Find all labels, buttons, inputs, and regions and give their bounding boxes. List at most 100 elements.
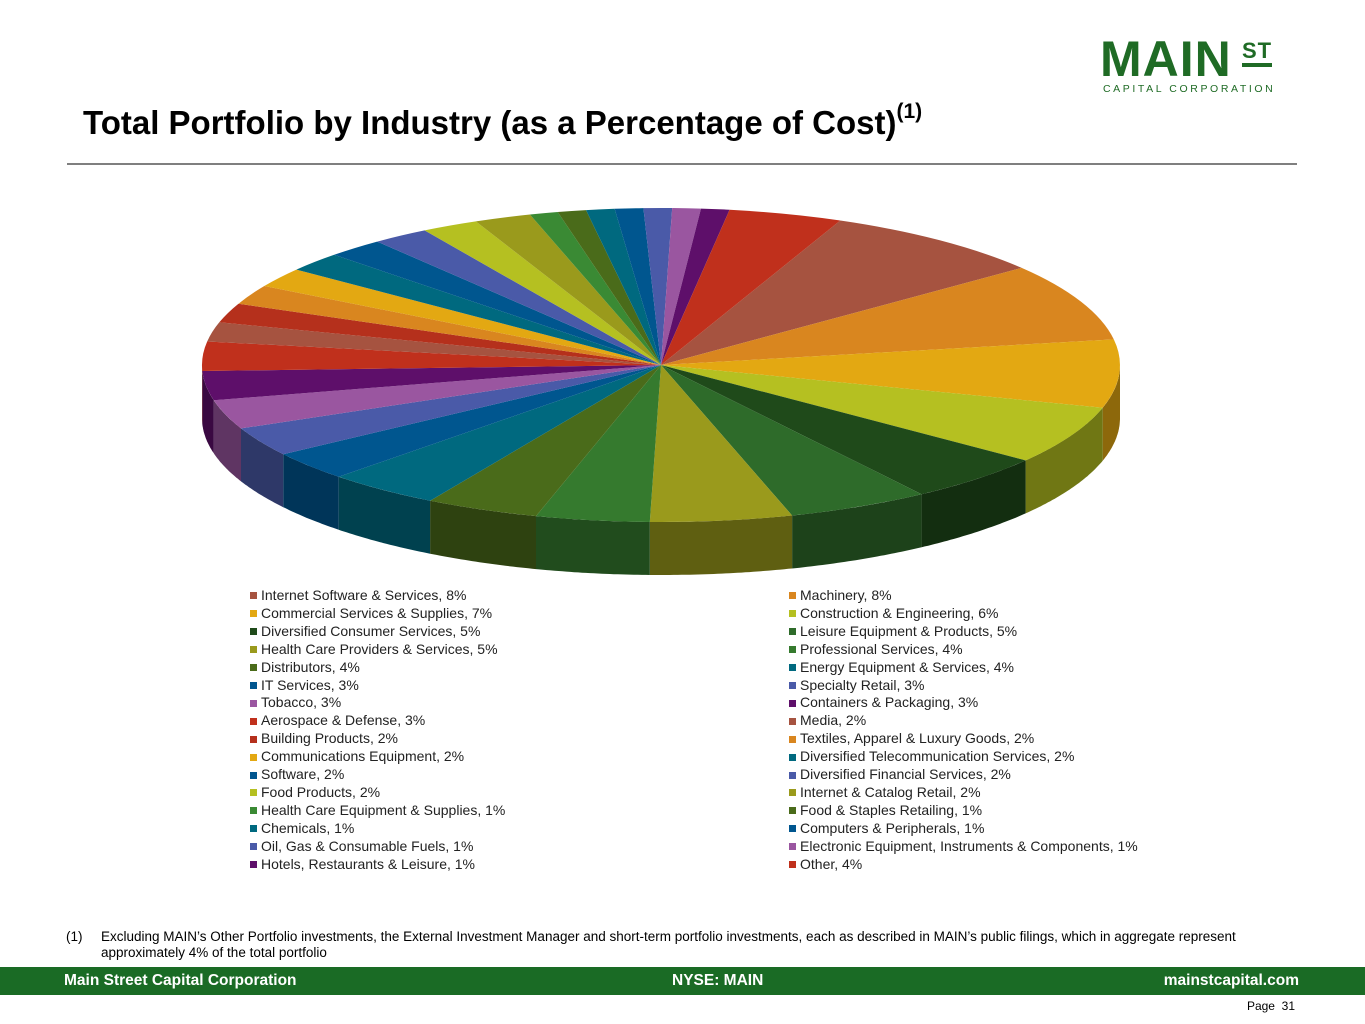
pie-slice [219,303,662,365]
legend-label: Leisure Equipment & Products, 5% [800,622,1018,639]
legend-item: Food & Staples Retailing, 1% [789,802,1138,820]
pie-slice [557,210,661,365]
legend-item: Tobacco, 3% [250,694,505,712]
legend-label: Tobacco, 3% [261,694,342,711]
footer-company: Main Street Capital Corporation [64,972,297,989]
pie-slice-side [430,500,536,570]
legend-label: Communications Equipment, 2% [261,748,465,765]
legend-swatch [250,843,257,851]
pie-slice [661,339,1120,408]
legend-swatch [789,753,796,761]
legend-label: Hotels, Restaurants & Leisure, 1% [261,855,475,872]
legend-swatch [789,699,796,707]
legend-label: Health Care Equipment & Supplies, 1% [261,801,506,818]
legend-item: Professional Services, 4% [789,641,1138,659]
legend-item: Oil, Gas & Consumable Fuels, 1% [250,838,505,856]
pie-slice [536,365,661,522]
legend-swatch [789,610,796,618]
legend-label: Chemicals, 1% [261,819,355,836]
legend-label: Food & Staples Retailing, 1% [800,801,983,818]
legend-item: Health Care Providers & Services, 5% [250,641,505,659]
legend-swatch [250,753,257,761]
legend-item: IT Services, 3% [250,677,505,695]
legend-label: Construction & Engineering, 6% [800,604,999,621]
pie-slice-side [1025,407,1103,514]
legend-label: Computers & Peripherals, 1% [800,819,985,836]
pie-slice [201,341,661,371]
legend-item: Distributors, 4% [250,659,505,677]
footer-ticker: NYSE: MAIN [672,972,764,989]
pie-slice [529,212,661,365]
legend-item: Media, 2% [789,712,1138,730]
legend-swatch [250,592,257,600]
legend-label: Professional Services, 4% [800,640,963,657]
legend-swatch [789,861,796,869]
pie-slice-side [283,454,339,530]
legend-item: Internet Software & Services, 8% [250,587,505,605]
legend-item: Energy Equipment & Services, 4% [789,659,1138,677]
page-number: Page 31 [1247,999,1295,1013]
legend-item: Specialty Retail, 3% [789,677,1138,695]
legend-item: Software, 2% [250,766,505,784]
legend-label: Electronic Equipment, Instruments & Comp… [800,837,1138,854]
pie-slice [661,208,730,365]
pie-slice-side [1102,365,1120,461]
legend-swatch [250,681,257,689]
legend-swatch [789,789,796,797]
legend-swatch [789,735,796,743]
page-number-value: 31 [1281,999,1295,1013]
legend-item: Diversified Consumer Services, 5% [250,623,505,641]
legend-swatch [789,807,796,815]
pie-slice-side [213,400,241,482]
legend-label: Aerospace & Defense, 3% [261,712,426,729]
legend-label: Diversified Telecommunication Services, … [800,748,1075,765]
legend-label: Food Products, 2% [261,783,381,800]
legend-swatch [250,717,257,725]
legend-item: Computers & Peripherals, 1% [789,820,1138,838]
company-logo: MAIN ST CAPITAL CORPORATION [1100,31,1280,95]
pie-slice-side [202,371,214,454]
footnote: (1) Excluding MAIN’s Other Portfolio inv… [66,929,1266,961]
pie-slice [614,208,661,365]
legend-swatch [789,681,796,689]
legend-item: Electronic Equipment, Instruments & Comp… [789,838,1138,856]
legend-swatch [250,825,257,833]
legend-item: Chemicals, 1% [250,820,505,838]
legend-label: Software, 2% [261,766,345,783]
legend-swatch [789,843,796,851]
footer-website[interactable]: mainstcapital.com [1163,972,1299,989]
footnote-text: Excluding MAIN’s Other Portfolio investm… [101,929,1236,960]
pie-slice [377,230,661,365]
pie-slice-side [338,476,431,554]
legend-item: Internet & Catalog Retail, 2% [789,784,1138,802]
pie-slice [283,365,661,477]
pie-slice [424,221,661,365]
legend-item: Containers & Packaging, 3% [789,694,1138,712]
legend-item: Communications Equipment, 2% [250,748,505,766]
pie-chart [201,207,1120,575]
pie-slice [338,365,661,501]
pie-slice [238,286,661,365]
legend-item: Building Products, 2% [250,730,505,748]
pie-slice [475,214,661,365]
legend-label: Health Care Providers & Services, 5% [261,640,498,657]
legend-swatch [250,861,257,869]
legend-right-column: Machinery, 8% Construction & Engineering,… [789,587,1138,874]
legend-label: Energy Equipment & Services, 4% [800,658,1014,675]
page-title-text: Total Portfolio by Industry (as a Percen… [83,104,897,141]
legend-label: Oil, Gas & Consumable Fuels, 1% [261,837,474,854]
legend-label: Internet & Catalog Retail, 2% [800,783,981,800]
legend-swatch [789,592,796,600]
legend-swatch [789,664,796,672]
legend-swatch [789,771,796,779]
title-footnote-ref: (1) [896,100,923,123]
legend-swatch [250,628,257,636]
legend-swatch [250,807,257,815]
pie-slice [296,254,661,365]
pie-slice [649,365,793,523]
pie-slice [430,365,661,517]
legend-label: Specialty Retail, 3% [800,676,925,693]
pie-slice [586,208,661,365]
logo-main-text: MAIN [1100,31,1232,87]
footer-bar: Main Street Capital Corporation NYSE: MA… [0,967,1365,995]
